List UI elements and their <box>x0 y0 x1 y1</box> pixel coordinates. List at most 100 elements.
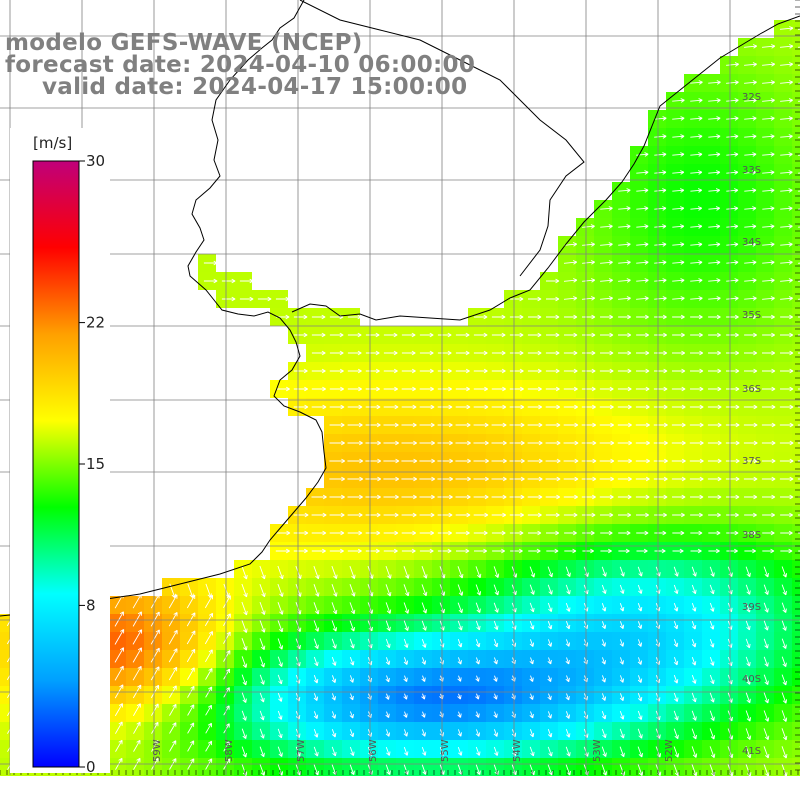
wind-arrow <box>601 746 607 757</box>
wind-arrow <box>385 729 391 737</box>
wind-arrow <box>313 638 319 650</box>
wind-arrow <box>708 242 721 247</box>
wind-arrow <box>637 657 643 665</box>
wind-arrow <box>349 711 354 719</box>
wind-arrow <box>762 512 776 518</box>
wind-arrow <box>600 548 612 554</box>
wind-arrow <box>437 386 453 392</box>
wind-arrow <box>493 566 500 578</box>
wind-arrow <box>619 566 625 577</box>
wind-arrow <box>744 278 757 283</box>
wind-arrow <box>654 314 667 320</box>
wind-arrow <box>293 548 308 554</box>
wind-arrow <box>672 278 685 283</box>
wind-arrow <box>690 224 703 229</box>
wind-arrow <box>311 512 327 518</box>
wind-arrow <box>673 746 680 758</box>
wind-arrow <box>546 530 560 536</box>
wind-arrow <box>421 746 427 756</box>
wind-arrow <box>726 314 739 320</box>
wind-arrow <box>457 657 462 665</box>
wind-arrow <box>781 746 788 759</box>
wind-arrow <box>493 746 499 756</box>
model-title: modelo GEFS-WAVE (NCEP) <box>5 30 363 56</box>
wind-arrow <box>349 746 355 757</box>
wind-arrow <box>726 368 740 374</box>
wind-arrow <box>565 621 571 630</box>
wind-arrow <box>491 458 507 464</box>
wind-arrow <box>743 476 758 482</box>
wind-arrow <box>619 584 625 594</box>
wind-arrow <box>637 746 643 758</box>
wind-arrow <box>349 656 355 666</box>
wind-arrow <box>725 476 740 482</box>
wind-arrow <box>779 422 794 428</box>
speed-cell <box>792 506 800 524</box>
speed-cell <box>792 200 800 218</box>
wind-arrow <box>635 494 650 500</box>
wind-arrow <box>311 368 326 374</box>
wind-arrow <box>779 440 794 446</box>
lat-label: 32S <box>742 92 761 103</box>
speed-cell <box>792 380 800 398</box>
wind-arrow <box>241 583 248 598</box>
wind-arrow <box>311 494 327 500</box>
wind-arrow <box>762 62 776 67</box>
wind-arrow <box>653 458 668 464</box>
wind-arrow <box>383 512 399 518</box>
wind-arrow <box>653 494 668 500</box>
wind-arrow <box>114 647 125 663</box>
wind-arrow <box>744 188 757 193</box>
wind-arrow <box>347 476 364 482</box>
wind-arrow <box>419 332 434 338</box>
wind-arrow <box>565 566 571 578</box>
wind-arrow <box>582 260 595 265</box>
wind-arrow <box>437 368 452 374</box>
wind-arrow <box>564 548 577 554</box>
wind-arrow <box>690 188 703 193</box>
wind-arrow <box>563 512 578 518</box>
wind-arrow <box>582 278 596 283</box>
lon-label: 54W <box>512 739 523 762</box>
wind-arrow <box>205 649 213 663</box>
wind-arrow <box>780 494 794 500</box>
wind-arrow <box>671 422 686 428</box>
wind-arrow <box>223 740 230 752</box>
wind-arrow <box>743 440 758 446</box>
wind-arrow <box>707 458 722 464</box>
wind-arrow <box>744 170 757 175</box>
wind-arrow <box>383 368 398 374</box>
wind-arrow <box>673 674 679 684</box>
colorbar-tick-label: 8 <box>86 596 96 614</box>
wind-arrow <box>491 476 507 482</box>
lon-label: 52W <box>664 739 675 762</box>
wind-arrow <box>547 584 553 595</box>
wind-arrow <box>763 764 770 777</box>
wind-arrow <box>421 602 428 614</box>
wind-arrow <box>455 386 471 392</box>
wind-arrow <box>582 332 596 338</box>
wind-arrow <box>708 98 721 103</box>
wind-arrow <box>347 440 363 446</box>
wind-arrow <box>545 404 561 410</box>
lat-label: 34S <box>742 237 761 248</box>
wind-arrow <box>277 764 284 776</box>
wind-arrow <box>401 548 416 554</box>
wind-arrow <box>689 476 704 482</box>
wind-arrow <box>689 422 704 428</box>
wind-arrow <box>635 404 650 410</box>
wind-arrow <box>601 693 607 701</box>
wind-arrow <box>311 404 327 410</box>
wind-arrow <box>115 739 123 752</box>
wind-arrow <box>780 188 793 193</box>
wind-arrow <box>401 458 418 464</box>
wind-arrow <box>527 368 542 374</box>
wind-arrow <box>690 116 703 121</box>
wind-arrow <box>780 224 793 229</box>
wind-arrow <box>347 314 362 320</box>
wind-arrow <box>781 620 787 631</box>
wind-arrow <box>293 368 308 374</box>
wind-arrow <box>527 458 543 464</box>
wind-arrow <box>619 710 625 720</box>
wind-arrow <box>223 631 231 644</box>
